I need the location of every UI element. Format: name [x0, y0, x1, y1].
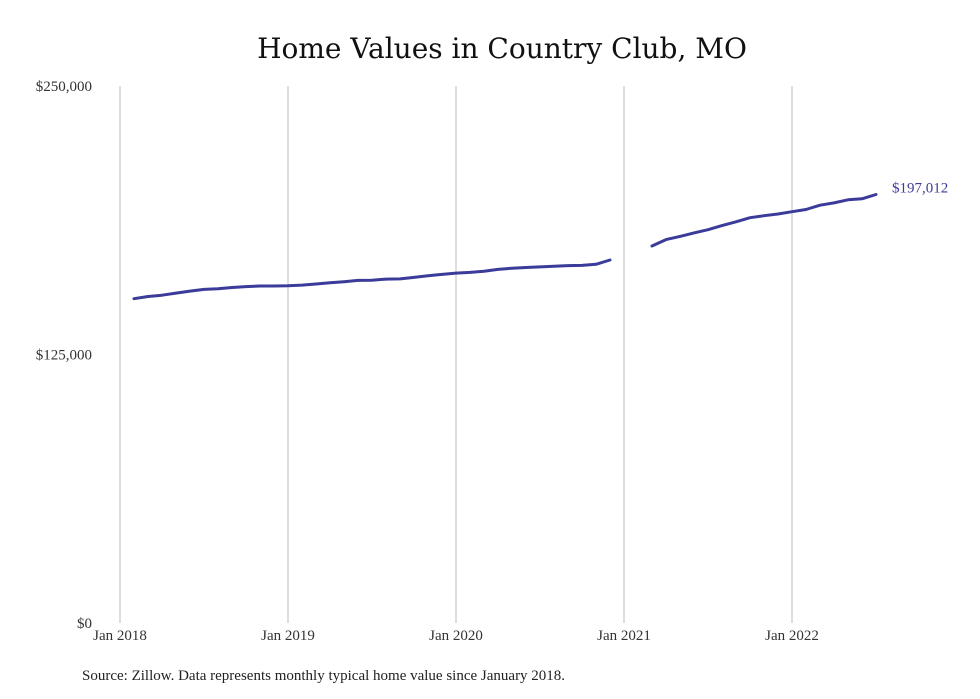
- source-note: Source: Zillow. Data represents monthly …: [82, 668, 566, 684]
- y-axis-ticks: $0 $125,000 $250,000: [36, 79, 92, 632]
- series-line-segment: [650, 193, 878, 248]
- x-tick-label: Jan 2022: [765, 628, 819, 644]
- y-tick-label: $250,000: [36, 79, 92, 95]
- x-tick-label: Jan 2019: [261, 628, 315, 644]
- y-tick-label: $0: [77, 616, 92, 632]
- x-tick-label: Jan 2021: [597, 628, 651, 644]
- x-axis-ticks: Jan 2018 Jan 2019 Jan 2020 Jan 2021 Jan 2022: [93, 628, 819, 644]
- x-tick-label: Jan 2020: [429, 628, 483, 644]
- chart-title: Home Values in Country Club, MO: [257, 32, 747, 65]
- series-line-segment: [132, 258, 612, 301]
- x-tick-label: Jan 2018: [93, 628, 147, 644]
- last-value-label: $197,012: [892, 180, 948, 196]
- y-tick-label: $125,000: [36, 348, 92, 364]
- x-gridlines: [119, 86, 793, 623]
- series-group: [132, 193, 878, 301]
